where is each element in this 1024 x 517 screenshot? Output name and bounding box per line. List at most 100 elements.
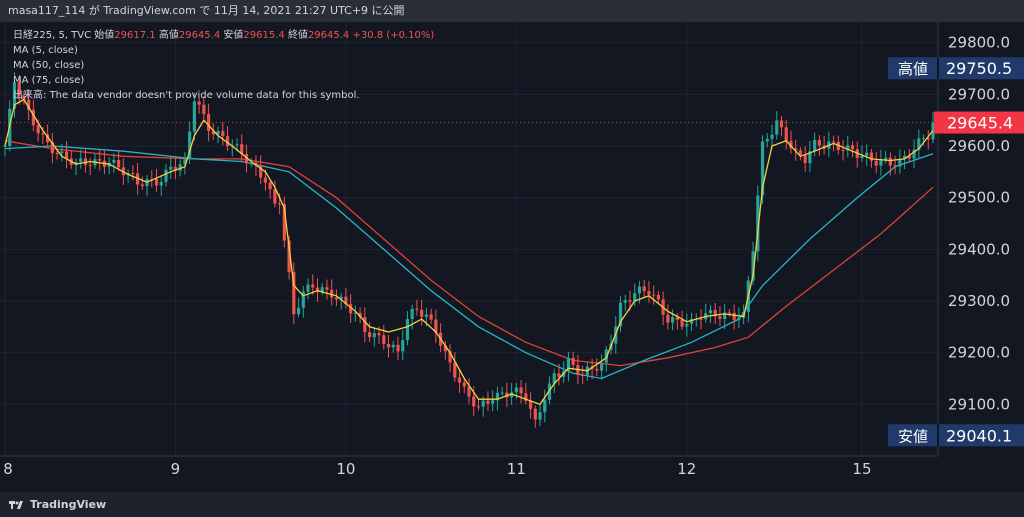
candle-body xyxy=(779,120,784,128)
candle-body xyxy=(926,138,930,140)
candle-body xyxy=(292,271,296,315)
candle-body xyxy=(367,332,372,338)
candle-body xyxy=(912,149,916,159)
candle-body xyxy=(3,146,7,147)
candle-body xyxy=(211,131,215,135)
candle-body xyxy=(197,101,201,105)
candle-body xyxy=(22,95,26,100)
candle-body xyxy=(898,159,902,167)
session-low-label: 安値 xyxy=(898,427,928,445)
time-tick-label: 9 xyxy=(171,460,181,478)
candle-body xyxy=(320,287,324,292)
price-tick-label: 29100.0 xyxy=(948,395,1010,413)
candle-body xyxy=(524,393,528,401)
last-price-badge xyxy=(934,111,1024,134)
candle-body xyxy=(429,314,433,320)
price-chart-svg[interactable]: 29100.0 29200.0 29300.0 29400.0 29500.0 29600… xyxy=(0,22,1024,492)
session-low-value: 29040.1 xyxy=(946,426,1012,445)
candle-body xyxy=(235,144,239,146)
candle-body xyxy=(192,101,196,132)
candle-body xyxy=(225,136,230,147)
candle-body xyxy=(633,293,637,302)
candle-body xyxy=(249,162,253,164)
candle-body xyxy=(405,319,410,341)
candle-body xyxy=(884,157,888,161)
candle-body xyxy=(860,155,864,158)
candle-body xyxy=(391,344,395,348)
publish-header: masa117_114 が TradingView.com で 11月 14, … xyxy=(0,0,1024,22)
candle-body xyxy=(467,386,471,397)
candle-body xyxy=(216,131,220,135)
candle-body xyxy=(505,392,509,398)
candle-body xyxy=(443,345,447,352)
candle-body xyxy=(798,150,803,155)
candle-body xyxy=(415,308,419,310)
candle-body xyxy=(902,155,907,160)
candle-body xyxy=(50,142,54,154)
session-high-label: 高値 xyxy=(898,60,928,78)
candle-body xyxy=(353,312,357,314)
candle-body xyxy=(486,400,490,404)
price-tick-label: 29600.0 xyxy=(948,137,1010,155)
candle-body xyxy=(401,340,405,352)
candle-body xyxy=(581,374,585,376)
ma5-line-group xyxy=(4,98,934,406)
candle-body xyxy=(888,157,892,166)
price-tick-label: 29400.0 xyxy=(948,240,1010,258)
candle-body xyxy=(538,412,542,420)
candle-body xyxy=(169,166,173,170)
time-tick-label: 10 xyxy=(336,460,355,478)
footer: TradingView xyxy=(0,492,1024,517)
candle-body xyxy=(221,131,225,137)
candle-body xyxy=(98,159,102,161)
candle-body xyxy=(685,323,689,327)
candle-body xyxy=(921,138,926,140)
candle-body xyxy=(434,319,438,333)
candle-body xyxy=(689,319,694,324)
candle-body xyxy=(117,159,121,168)
candle-body xyxy=(528,400,533,409)
candle-body xyxy=(519,387,523,394)
candle-body xyxy=(647,291,651,295)
time-tick-label: 15 xyxy=(852,460,871,478)
candle-body xyxy=(737,317,741,320)
grid xyxy=(0,22,938,456)
candle-body xyxy=(557,373,561,377)
candle-body xyxy=(273,189,277,204)
candle-body xyxy=(637,286,642,294)
ma50-line xyxy=(4,145,934,380)
candle-body xyxy=(462,382,466,387)
price-tick-label: 29500.0 xyxy=(948,189,1010,207)
candle-body xyxy=(642,286,646,292)
candle-body xyxy=(817,139,821,146)
candle-body xyxy=(396,344,400,352)
candle-body xyxy=(566,357,571,372)
candle-body xyxy=(358,312,362,318)
candle-body xyxy=(339,296,343,300)
candle-body xyxy=(831,141,836,143)
candle-body xyxy=(377,333,381,336)
candle-body xyxy=(571,357,575,366)
candle-body xyxy=(595,368,599,371)
session-high-value: 29750.5 xyxy=(946,59,1012,78)
candle-body xyxy=(202,104,206,115)
candle-body xyxy=(680,319,684,327)
candle-body xyxy=(846,145,850,151)
candle-body xyxy=(164,169,168,183)
axes-group: 29100.0 29200.0 29300.0 29400.0 29500.0 29600… xyxy=(0,22,1024,492)
candle-body xyxy=(287,240,291,272)
plot-area[interactable]: 29100.0 29200.0 29300.0 29400.0 29500.0 29600… xyxy=(0,22,1024,492)
candle-body xyxy=(869,152,874,161)
time-tick-label: 11 xyxy=(507,460,526,478)
candle-body xyxy=(36,125,40,134)
candle-body xyxy=(775,120,779,135)
candle-body xyxy=(552,373,556,384)
candle-body xyxy=(183,159,187,165)
candle-body xyxy=(41,133,45,135)
candle-body xyxy=(64,151,69,159)
candle-body xyxy=(301,291,305,308)
candle-body xyxy=(55,153,59,155)
ma5-line xyxy=(4,98,934,406)
time-tick-label: 12 xyxy=(677,460,696,478)
